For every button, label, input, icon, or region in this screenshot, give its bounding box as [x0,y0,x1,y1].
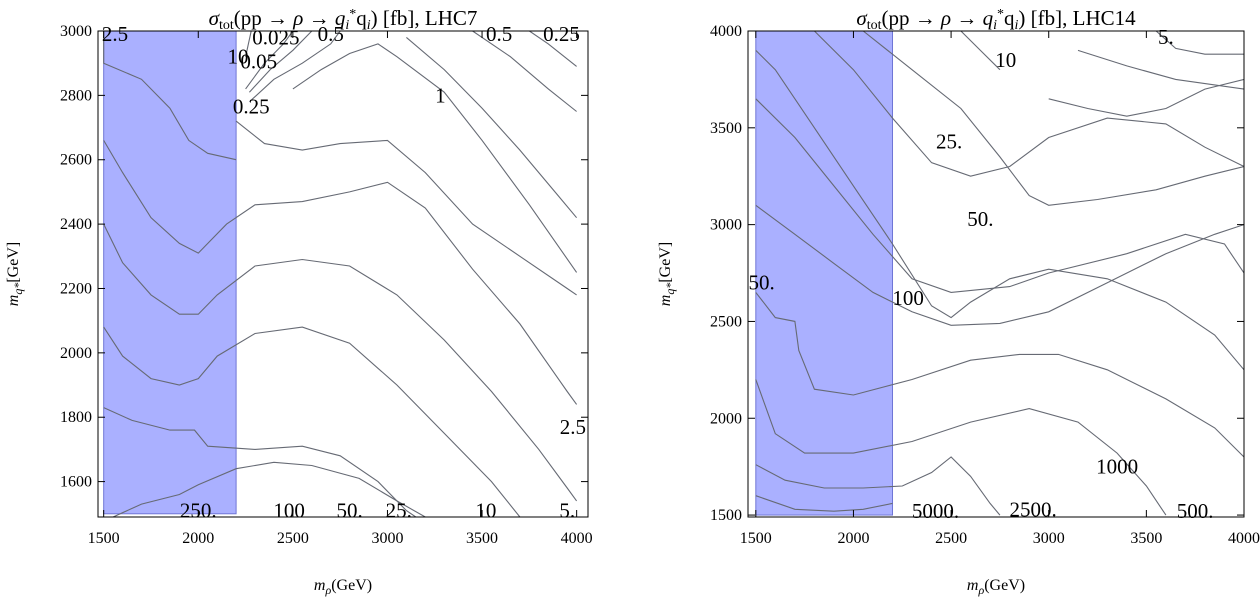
contour-line [235,120,577,296]
y-tick-label: 2800 [60,87,92,104]
contour-label: 10 [228,45,249,69]
contour-label: 5000. [912,499,959,523]
chart-panel-1: 1500 2000 2500 3000 3500 4000 1600 1800 2000 2200… [5,6,593,597]
contour-line [249,31,341,103]
contour-label: 0.05 [240,50,277,74]
contour-label: 25. [936,129,962,153]
y-tick-label: 2200 [60,280,92,297]
x-tick-label: 3000 [1033,530,1065,547]
x-tick-label: 1500 [740,530,772,547]
contour-label: 2.5 [560,415,586,439]
contour-line [1155,31,1244,55]
contour-line [755,98,1244,293]
contour-label: 100 [273,499,305,523]
contour-label: 5. [1158,25,1174,49]
x-axis-label: mρ(GeV) [967,577,1025,597]
contour-label: 0.5 [318,22,344,46]
contour-line [103,223,578,502]
y-tick-label: 2500 [710,313,742,330]
contour-label: 0.25 [543,22,580,46]
contour-line [472,31,577,112]
contour-line [755,204,1244,326]
contour-line [755,495,893,512]
y-tick-label: 2600 [60,152,92,169]
plot-frame [747,30,1245,518]
contour-line [755,456,1001,516]
contour-line [103,407,417,517]
contour-line [245,31,252,57]
contour-line [292,43,578,273]
contour-label: 250. [180,499,217,523]
contour-line [755,292,1244,458]
y-tick-label: 2400 [60,216,92,233]
y-tick-label: 1800 [60,409,92,426]
contour-line [960,31,1001,71]
contour-line [248,31,313,93]
x-tick-label: 4000 [561,530,593,547]
contour-line [862,31,1244,206]
contour-line [814,31,1244,177]
contour-label: 25. [386,499,412,523]
contour-line [406,36,578,219]
contour-label: 0.025 [252,25,299,49]
contour-label: 50. [967,207,993,231]
contour-label: 10 [475,499,496,523]
x-tick-label: 3500 [1130,530,1162,547]
x-tick-label: 2500 [935,530,967,547]
contour-label: 2500. [1009,497,1056,521]
y-tick-label: 3000 [60,23,92,40]
contour-label: 1 [435,83,446,107]
x-tick-label: 4000 [1228,530,1260,547]
chart-title: σtot(pp → ρ → qi*qi) [fb], LHC14 [856,6,1136,33]
contour-line [755,379,1167,516]
x-tick-label: 3500 [466,530,498,547]
y-tick-label: 3000 [710,217,742,234]
y-tick-label: 1600 [60,474,92,491]
contour-label: 500. [1177,499,1214,523]
contour-line [245,31,294,90]
x-tick-label: 2000 [837,530,869,547]
contour-line [112,461,426,517]
contour-line [103,326,521,517]
x-axis-label: mρ(GeV) [314,577,372,597]
y-axis-label: mq*[GeV] [657,242,677,306]
y-tick-label: 2000 [60,345,92,362]
contour-label: 50. [749,271,775,295]
contour-line [529,31,577,67]
contour-label: 1000 [1096,455,1138,479]
excluded-region [755,31,894,516]
contour-label: 0.5 [486,22,512,46]
contour-label: 5. [559,499,575,523]
x-tick-label: 1500 [88,530,120,547]
excluded-region [103,31,237,515]
contour-label: 2.5 [102,22,128,46]
contour-label: 10 [995,48,1016,72]
contour-line [103,140,578,405]
y-tick-label: 2000 [710,410,742,427]
contour-line [755,50,1244,371]
x-tick-label: 2500 [277,530,309,547]
x-tick-label: 3000 [371,530,403,547]
chart-panel-2: 1500 2000 2500 3000 3500 4000 1500 2000 2500 3000… [657,6,1260,597]
chart-title: σtot(pp → ρ → qi*qi) [fb], LHC7 [209,6,478,33]
y-tick-label: 3500 [710,120,742,137]
contour-label: 100 [892,286,924,310]
contour-line [103,31,237,161]
contour-line [1048,78,1244,117]
contour-line [1077,49,1244,90]
y-tick-label: 4000 [710,23,742,40]
x-tick-label: 2000 [182,530,214,547]
contour-label: 0.25 [233,95,270,119]
y-axis-label: mq*[GeV] [5,242,25,306]
y-tick-label: 1500 [710,507,742,524]
plot-frame [97,30,589,518]
contour-label: 50. [336,499,362,523]
